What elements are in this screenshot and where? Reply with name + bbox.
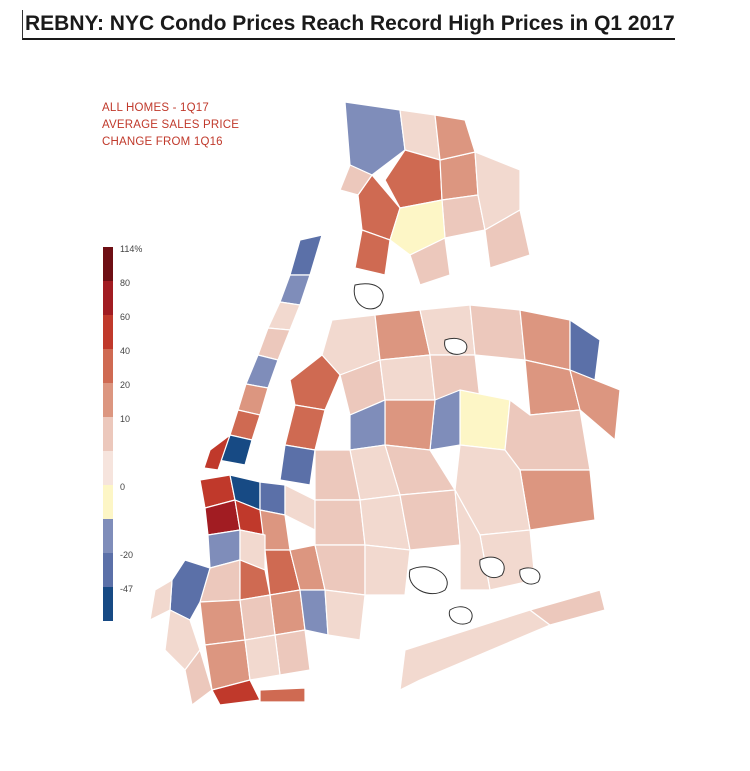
neighborhood-region xyxy=(459,389,511,451)
legend-swatch xyxy=(103,349,113,383)
neighborhood-region xyxy=(354,229,391,276)
legend-swatch xyxy=(103,281,113,315)
water-body xyxy=(448,606,473,625)
page-title: REBNY: NYC Condo Prices Reach Record Hig… xyxy=(22,10,675,40)
legend-heading-line-3: CHANGE FROM 1Q16 xyxy=(102,136,223,148)
nyc-neighborhood-map xyxy=(100,90,660,770)
neighborhood-region xyxy=(257,327,291,361)
legend-label: 40 xyxy=(120,346,131,356)
legend-color-scale xyxy=(103,247,113,621)
neighborhood-region xyxy=(284,404,326,451)
neighborhood-region xyxy=(284,484,316,531)
legend-heading-line-2: AVERAGE SALES PRICE xyxy=(102,119,240,131)
neighborhood-region xyxy=(384,399,436,451)
neighborhood-region xyxy=(569,369,621,441)
neighborhood-region xyxy=(434,114,476,161)
neighborhood-region xyxy=(259,481,286,516)
legend-swatch xyxy=(103,553,113,587)
neighborhood-region xyxy=(519,469,596,531)
neighborhood-region xyxy=(289,234,323,276)
neighborhood-region xyxy=(399,609,551,691)
legend-swatch xyxy=(103,451,113,485)
legend-label: 20 xyxy=(120,380,131,390)
neighborhood-region xyxy=(344,101,406,176)
neighborhood-region xyxy=(245,354,279,389)
neighborhood-region xyxy=(237,383,269,416)
legend-label: 60 xyxy=(120,312,131,322)
neighborhood-region xyxy=(149,579,173,621)
legend-label: 0 xyxy=(120,482,126,492)
neighborhood-region xyxy=(239,594,276,641)
legend-swatch xyxy=(103,519,113,553)
legend-swatch xyxy=(103,315,113,349)
map-svg xyxy=(149,101,621,706)
neighborhood-region xyxy=(441,194,486,239)
neighborhood-region xyxy=(409,237,451,286)
legend-swatch xyxy=(103,485,113,519)
legend-heading: ALL HOMES - 1Q17 AVERAGE SALES PRICE CHA… xyxy=(102,100,239,151)
neighborhood-region xyxy=(314,499,366,546)
neighborhood-region xyxy=(529,589,606,626)
neighborhood-region xyxy=(203,434,231,471)
neighborhood-region xyxy=(299,589,329,636)
neighborhood-region xyxy=(484,209,531,269)
neighborhood-region xyxy=(379,354,436,401)
legend-swatch xyxy=(103,247,113,281)
legend-swatch xyxy=(103,587,113,621)
water-body xyxy=(408,566,448,595)
legend-label: 10 xyxy=(120,414,131,424)
neighborhood-region xyxy=(184,649,213,706)
neighborhood-region xyxy=(269,589,306,636)
neighborhood-region xyxy=(267,301,301,331)
neighborhood-region xyxy=(399,489,461,551)
water-body xyxy=(353,283,384,310)
neighborhood-region xyxy=(199,599,246,646)
neighborhood-region xyxy=(244,634,281,681)
neighborhood-region xyxy=(279,274,311,306)
legend-swatch xyxy=(103,417,113,451)
neighborhood-region xyxy=(324,589,366,641)
legend-heading-line-1: ALL HOMES - 1Q17 xyxy=(102,102,209,114)
water-body xyxy=(444,337,468,355)
water-body xyxy=(519,567,541,585)
water-body xyxy=(479,556,505,579)
legend-label: -20 xyxy=(120,550,134,560)
neighborhood-region xyxy=(339,164,373,196)
neighborhood-region xyxy=(569,319,601,381)
legend-swatch xyxy=(103,383,113,417)
neighborhood-region xyxy=(469,304,526,361)
legend-label: 80 xyxy=(120,278,131,288)
neighborhood-region xyxy=(279,444,316,486)
neighborhood-region xyxy=(274,629,311,676)
neighborhood-region xyxy=(364,544,411,596)
legend-label: -47 xyxy=(120,584,134,594)
neighborhood-region xyxy=(259,687,306,703)
legend-label: 114% xyxy=(120,244,143,254)
